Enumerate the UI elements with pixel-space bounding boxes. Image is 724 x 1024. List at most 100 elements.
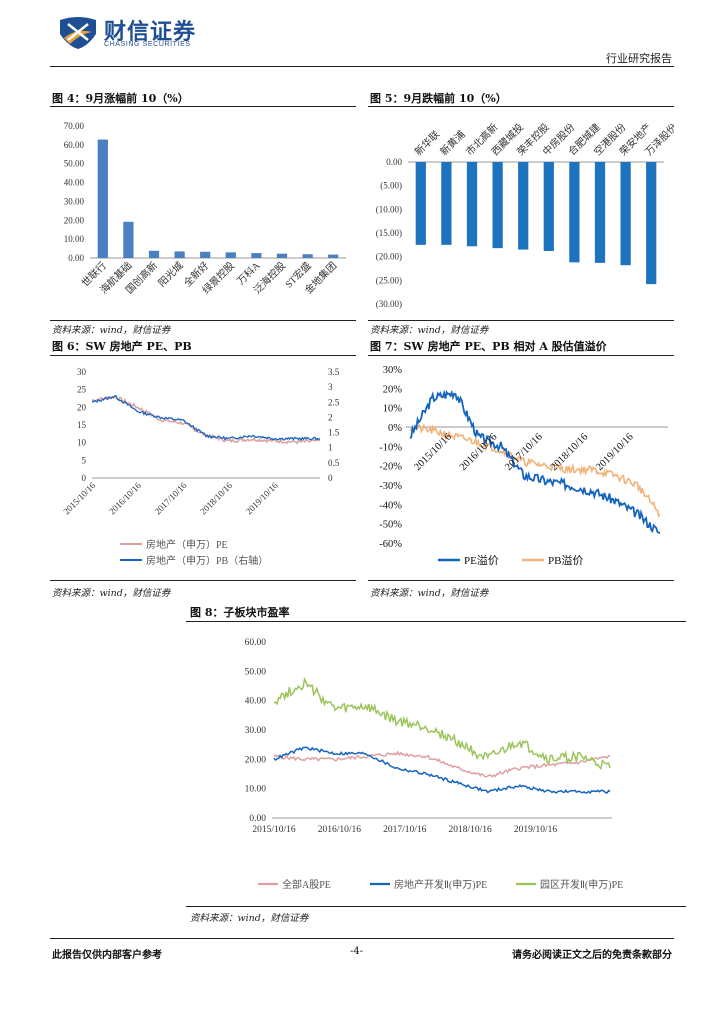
f5-ytick-label: (10.00): [376, 204, 402, 214]
f4-bar: [174, 251, 185, 258]
fig6-title-rule: [50, 355, 356, 356]
fig4-chart: 0.0010.0020.0030.0040.0050.0060.0070.00世…: [64, 121, 346, 296]
f8-ytick-label: 50.00: [245, 667, 267, 677]
f5-bar: [646, 162, 657, 285]
fig4-bottom-rule: [50, 320, 356, 321]
fig8-chart: 0.00 10.00 20.00 30.00 40.00 50.00 60.00 2015/1…: [245, 638, 624, 891]
f8-xtick-label: 2015/10/16: [252, 825, 296, 835]
report-type: 行业研究报告: [606, 52, 672, 65]
f8-legend-label: 园区开发Ⅱ(申万)PE: [540, 878, 623, 891]
f7-xtick-label: 2015/10/16: [412, 432, 454, 474]
f6-y2tick-label: 2.5: [328, 397, 340, 407]
f7-ytick-label: 20%: [383, 384, 403, 395]
fig7-title: 图 7：SW 房地产 PE、PB 相对 A 股估值溢价: [370, 340, 607, 353]
f4-ytick-label: 10.00: [64, 234, 85, 244]
company-name: 财信证券: [104, 20, 197, 45]
f5-bar: [620, 162, 631, 266]
f7-legend-pe-label: PE溢价: [464, 553, 499, 567]
f8-ytick-label: 60.00: [245, 638, 267, 648]
f7-ytick-label: 10%: [383, 404, 403, 415]
f8-xtick-label: 2018/10/16: [448, 825, 492, 835]
f5-bar: [441, 162, 452, 245]
fig4-source: 资料来源：wind，财信证券: [52, 325, 171, 336]
company-name-en: CHASING SECURITIES: [104, 41, 191, 48]
f6-xtick-label: 2017/10/16: [153, 480, 189, 516]
f4-bar: [328, 254, 339, 258]
f6-ytick-label: 5: [82, 455, 87, 465]
f4-bar: [148, 250, 160, 258]
fig6-chart: 0 5 10 15 20 25 30 0 0.5 1 1.5 2 2.5 3 3.5 2015/10/16 20…: [61, 367, 340, 567]
f8-series-park-line: [273, 676, 611, 771]
f4-category-label: 阳光城: [155, 259, 185, 289]
f5-bar: [594, 162, 606, 263]
f6-ytick-label: 25: [77, 385, 87, 395]
f5-bar: [415, 162, 426, 245]
f6-xtick-label: 2015/10/16: [61, 480, 97, 516]
f7-ytick-label: -20%: [379, 462, 402, 473]
fig8-title: 图 8：子板块市盈率: [190, 606, 290, 619]
f6-xtick-label: 2019/10/16: [244, 480, 280, 516]
f7-ytick-label: -40%: [379, 500, 402, 511]
f6-xtick-label: 2016/10/16: [107, 480, 143, 516]
fig5-title-rule: [368, 106, 674, 107]
f8-series-all-a-line: [273, 750, 611, 778]
f7-xtick-label: 2019/10/16: [594, 432, 636, 474]
fig4-title: 图 4：9月涨幅前 10（%）: [52, 92, 189, 105]
fig6-bottom-rule: [50, 580, 356, 581]
page-number: -4-: [350, 946, 364, 957]
footer-rule: [50, 938, 674, 939]
f4-bar: [123, 221, 134, 258]
f7-ytick-label: -50%: [379, 520, 402, 531]
f6-y2tick-label: 1.5: [328, 428, 340, 438]
f6-legend-pb-label: 房地产（申万）PB（右轴）: [146, 554, 268, 567]
fig7-chart: 30% 20% 10% 0% -10% -20% -30% -40% -50% -60% 2015/…: [379, 365, 668, 567]
f8-legend-label: 房地产开发Ⅱ(申万)PE: [394, 878, 487, 891]
f4-ytick-label: 30.00: [64, 196, 85, 206]
fig5-chart: 0.00 (5.00) (10.00) (15.00) (20.00) (25.00) (3…: [376, 121, 674, 309]
f4-ytick-label: 70.00: [64, 121, 85, 131]
f4-bar: [276, 253, 288, 258]
f5-category-label: 新华联: [412, 128, 442, 158]
f5-ytick-label: (15.00): [376, 228, 402, 238]
f4-ytick-label: 60.00: [64, 140, 85, 150]
company-logo: [58, 14, 98, 50]
f4-ytick-label: 20.00: [64, 215, 85, 225]
f8-ytick-label: 40.00: [245, 697, 267, 707]
f5-ytick-label: 0.00: [386, 157, 402, 167]
f6-ytick-label: 30: [77, 367, 87, 377]
f5-bar: [492, 162, 503, 249]
f4-ytick-label: 0.00: [68, 253, 84, 263]
fig8-source: 资料来源：wind，财信证券: [190, 913, 309, 924]
f4-bar: [97, 139, 108, 258]
fig8-title-rule: [186, 621, 686, 622]
f6-y2tick-label: 3.5: [328, 367, 340, 377]
fig5-title: 图 5：9月跌幅前 10（%）: [370, 92, 507, 105]
f4-bar: [302, 254, 313, 258]
fig6-title: 图 6：SW 房地产 PE、PB: [52, 340, 192, 353]
f6-y2tick-label: 3: [328, 382, 333, 392]
f6-legend-pe-label: 房地产（申万）PE: [146, 538, 228, 551]
f6-y2tick-label: 0.5: [328, 458, 340, 468]
fig5-bottom-rule: [368, 320, 674, 321]
f8-xtick-label: 2019/10/16: [514, 825, 558, 835]
f6-series-pe-line: [91, 395, 321, 445]
fig7-bottom-rule: [368, 580, 674, 581]
f6-ytick-label: 20: [77, 402, 87, 412]
f5-ytick-label: (20.00): [376, 252, 402, 262]
f5-category-label: 新黄浦: [437, 128, 467, 158]
f8-series-real-estate-line: [273, 746, 611, 795]
f5-ytick-label: (30.00): [376, 299, 402, 309]
f8-xtick-label: 2017/10/16: [383, 825, 427, 835]
f7-ytick-label: -30%: [379, 481, 402, 492]
f6-y2tick-label: 1: [328, 443, 333, 453]
f8-legend-label: 全部A股PE: [282, 878, 331, 891]
f5-ytick-label: (25.00): [376, 275, 402, 285]
f8-ytick-label: 30.00: [245, 726, 267, 736]
f4-bar: [200, 251, 211, 258]
f5-bar: [543, 162, 554, 251]
f6-y2tick-label: 0: [328, 473, 333, 483]
fig7-title-rule: [368, 355, 674, 356]
f4-ytick-label: 50.00: [64, 159, 85, 169]
f6-series-pb-line: [92, 395, 321, 442]
f4-bar: [251, 253, 262, 258]
